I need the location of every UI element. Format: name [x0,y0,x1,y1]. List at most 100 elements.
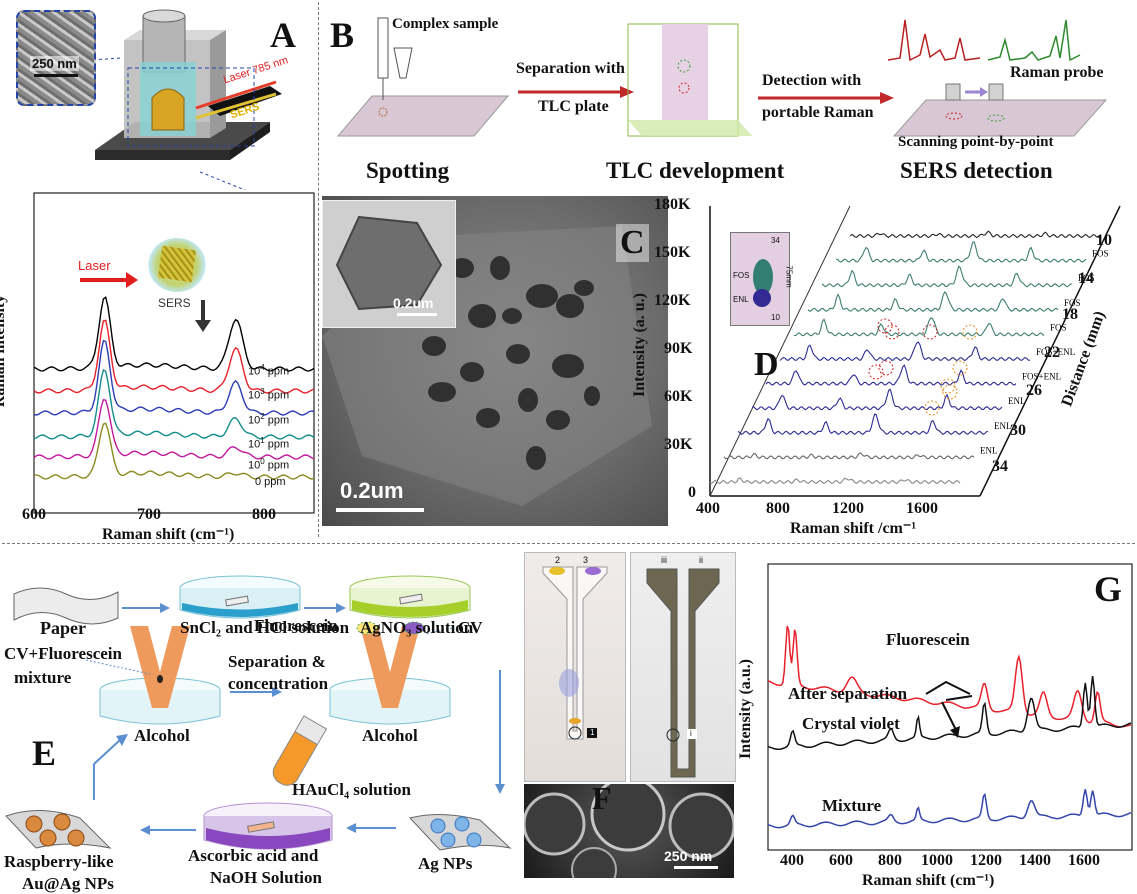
a-series-line [33,368,315,440]
d-ytick-0: 0 [688,484,696,501]
d-trace-label: FOS+ENL [1036,347,1075,357]
d-depth-30: 30 [1010,422,1026,439]
f-paper-strip-dark [646,568,720,778]
arrow2-bottom-label: portable Raman [762,104,874,121]
g-xtick-1200: 1200 [970,852,1002,869]
series-label-1e4: 104 ppm [248,363,290,378]
e-paper: Paper [40,618,86,638]
e-sep-conc-2: concentration [228,674,329,693]
d-trace [849,230,1101,239]
e-illustration [5,575,512,851]
a-ylabel: Raman intensity [0,294,9,408]
d-trace-label: FOS+ENL [1022,372,1061,382]
d-xtick-1600: 1600 [906,500,938,517]
d-peak-marker [952,360,968,376]
f-marker-i: i [690,729,692,738]
d-trace [779,341,1031,362]
d-inset-top: 34 [771,236,780,245]
g-ylabel: Intensity (a.u.) [737,658,755,760]
g-crystal-violet: Crystal violet [802,714,900,733]
d-depth-22: 22 [1044,344,1060,361]
f-arrow-2: 2 [555,555,561,565]
d-inset: 34 FOS ENL 10 [730,232,790,326]
panel-label-d: D [754,346,779,383]
panel-label-a: A [270,15,296,55]
inset-sers-label: SERS [158,296,191,310]
d-trace [835,241,1087,263]
f-marker-1: 1 [590,728,595,737]
panel-c-tem-image: 0.2um C 0.2um [322,196,668,526]
sem-scale-label: 250 nm [30,56,79,71]
d-depth-26: 26 [1026,382,1042,399]
d-xtick-800: 800 [766,500,790,517]
arrow2-top-label: Detection with [762,72,862,89]
d-inset-enl: ENL [733,295,749,304]
e-mixture: mixture [14,668,72,687]
step-tlc-development: TLC development [606,158,785,183]
panel-label-b: B [330,15,355,55]
d-peak-marker [922,324,938,340]
inset-laser-arrow [80,278,128,282]
g-xlabel: Raman shift (cm⁻¹) [862,872,995,889]
d-trace [765,364,1017,386]
d-peak-marker [940,378,956,394]
g-xtick-800: 800 [878,852,902,869]
panel-label-g: G [1094,569,1123,609]
d-trace-label: ENL [994,421,1012,431]
a-series-line [33,296,315,372]
g-line-mixture [767,789,1132,829]
e-ag-nps: Ag NPs [418,854,473,873]
d-peak-marker [878,360,894,376]
d-trace [807,291,1059,312]
d-depth-10: 10 [1096,232,1112,249]
chart-g [767,563,1133,851]
e-raspberry-2: Au@Ag NPs [22,874,114,893]
g-xtick-400: 400 [780,852,804,869]
e-ascorbic-1: Ascorbic acid and [188,846,319,865]
e-alcohol-2: Alcohol [362,726,418,745]
step-sers-detection: SERS detection [900,158,1053,183]
f-sem-image: 250 nm [522,776,736,893]
panel-label-e: E [32,733,57,773]
d-inset-length: 75mm [784,265,794,288]
e-fluorescein: Fluorescein [254,616,338,635]
e-sncl2: SnCl₂ and HCl solution [180,618,350,637]
a-xlabel: Raman shift (cm⁻¹) [102,526,235,543]
g-xtick-1600: 1600 [1068,852,1100,869]
f-sem-scale-bar [674,866,718,869]
series-label-1e1: 101 ppm [248,436,290,451]
panel-label-f: F [592,780,612,816]
d-inset-bottom: 10 [771,313,780,322]
e-cv: CV [458,618,483,637]
panel-a: 250 nm Laser 785 nm SERS A Laser SERS 10… [0,0,318,545]
tem-inset-scale-label: 0.2um [393,295,434,311]
d-trace [821,265,1072,288]
a-series-line [33,422,315,480]
a-xtick-800: 800 [252,506,276,523]
g-xtick-1000: 1000 [921,852,953,869]
d-peak-marker [868,364,884,380]
a-xtick-600: 600 [22,506,46,523]
d-ytick-150k: 150K [654,244,691,261]
g-xtick-1400: 1400 [1019,852,1051,869]
d-trace [709,477,961,485]
divider-horizontal [2,543,1135,544]
panel-d: FOS FOS FOS FOS FOS+ENL FOS+ENL ENL ENL ENL 34 F… [631,196,1137,540]
f-photo-left: 2 3 1 [524,552,626,782]
arrow1-bottom-label: TLC plate [538,98,609,115]
d-ytick-90k: 90K [664,340,693,357]
d-inset-fos-spot [753,259,773,295]
d-ytick-120k: 120K [654,292,691,309]
d-xlabel: Raman shift /cm⁻¹ [790,520,917,537]
d-depth-14: 14 [1078,270,1094,287]
a-series-line [33,398,315,460]
d-ytick-180k: 180K [654,196,691,213]
inset-laser-arrowhead [126,272,138,288]
d-xtick-400: 400 [696,500,720,517]
divider-vertical-top [318,2,319,537]
d-trace-label: FOS [1078,273,1095,283]
tem-inset: 0.2um [322,200,456,328]
d-trace-label: FOS [1064,298,1081,308]
au-nanoparticle-core [157,245,197,283]
tem-main-scale-label: 0.2um [340,478,404,503]
